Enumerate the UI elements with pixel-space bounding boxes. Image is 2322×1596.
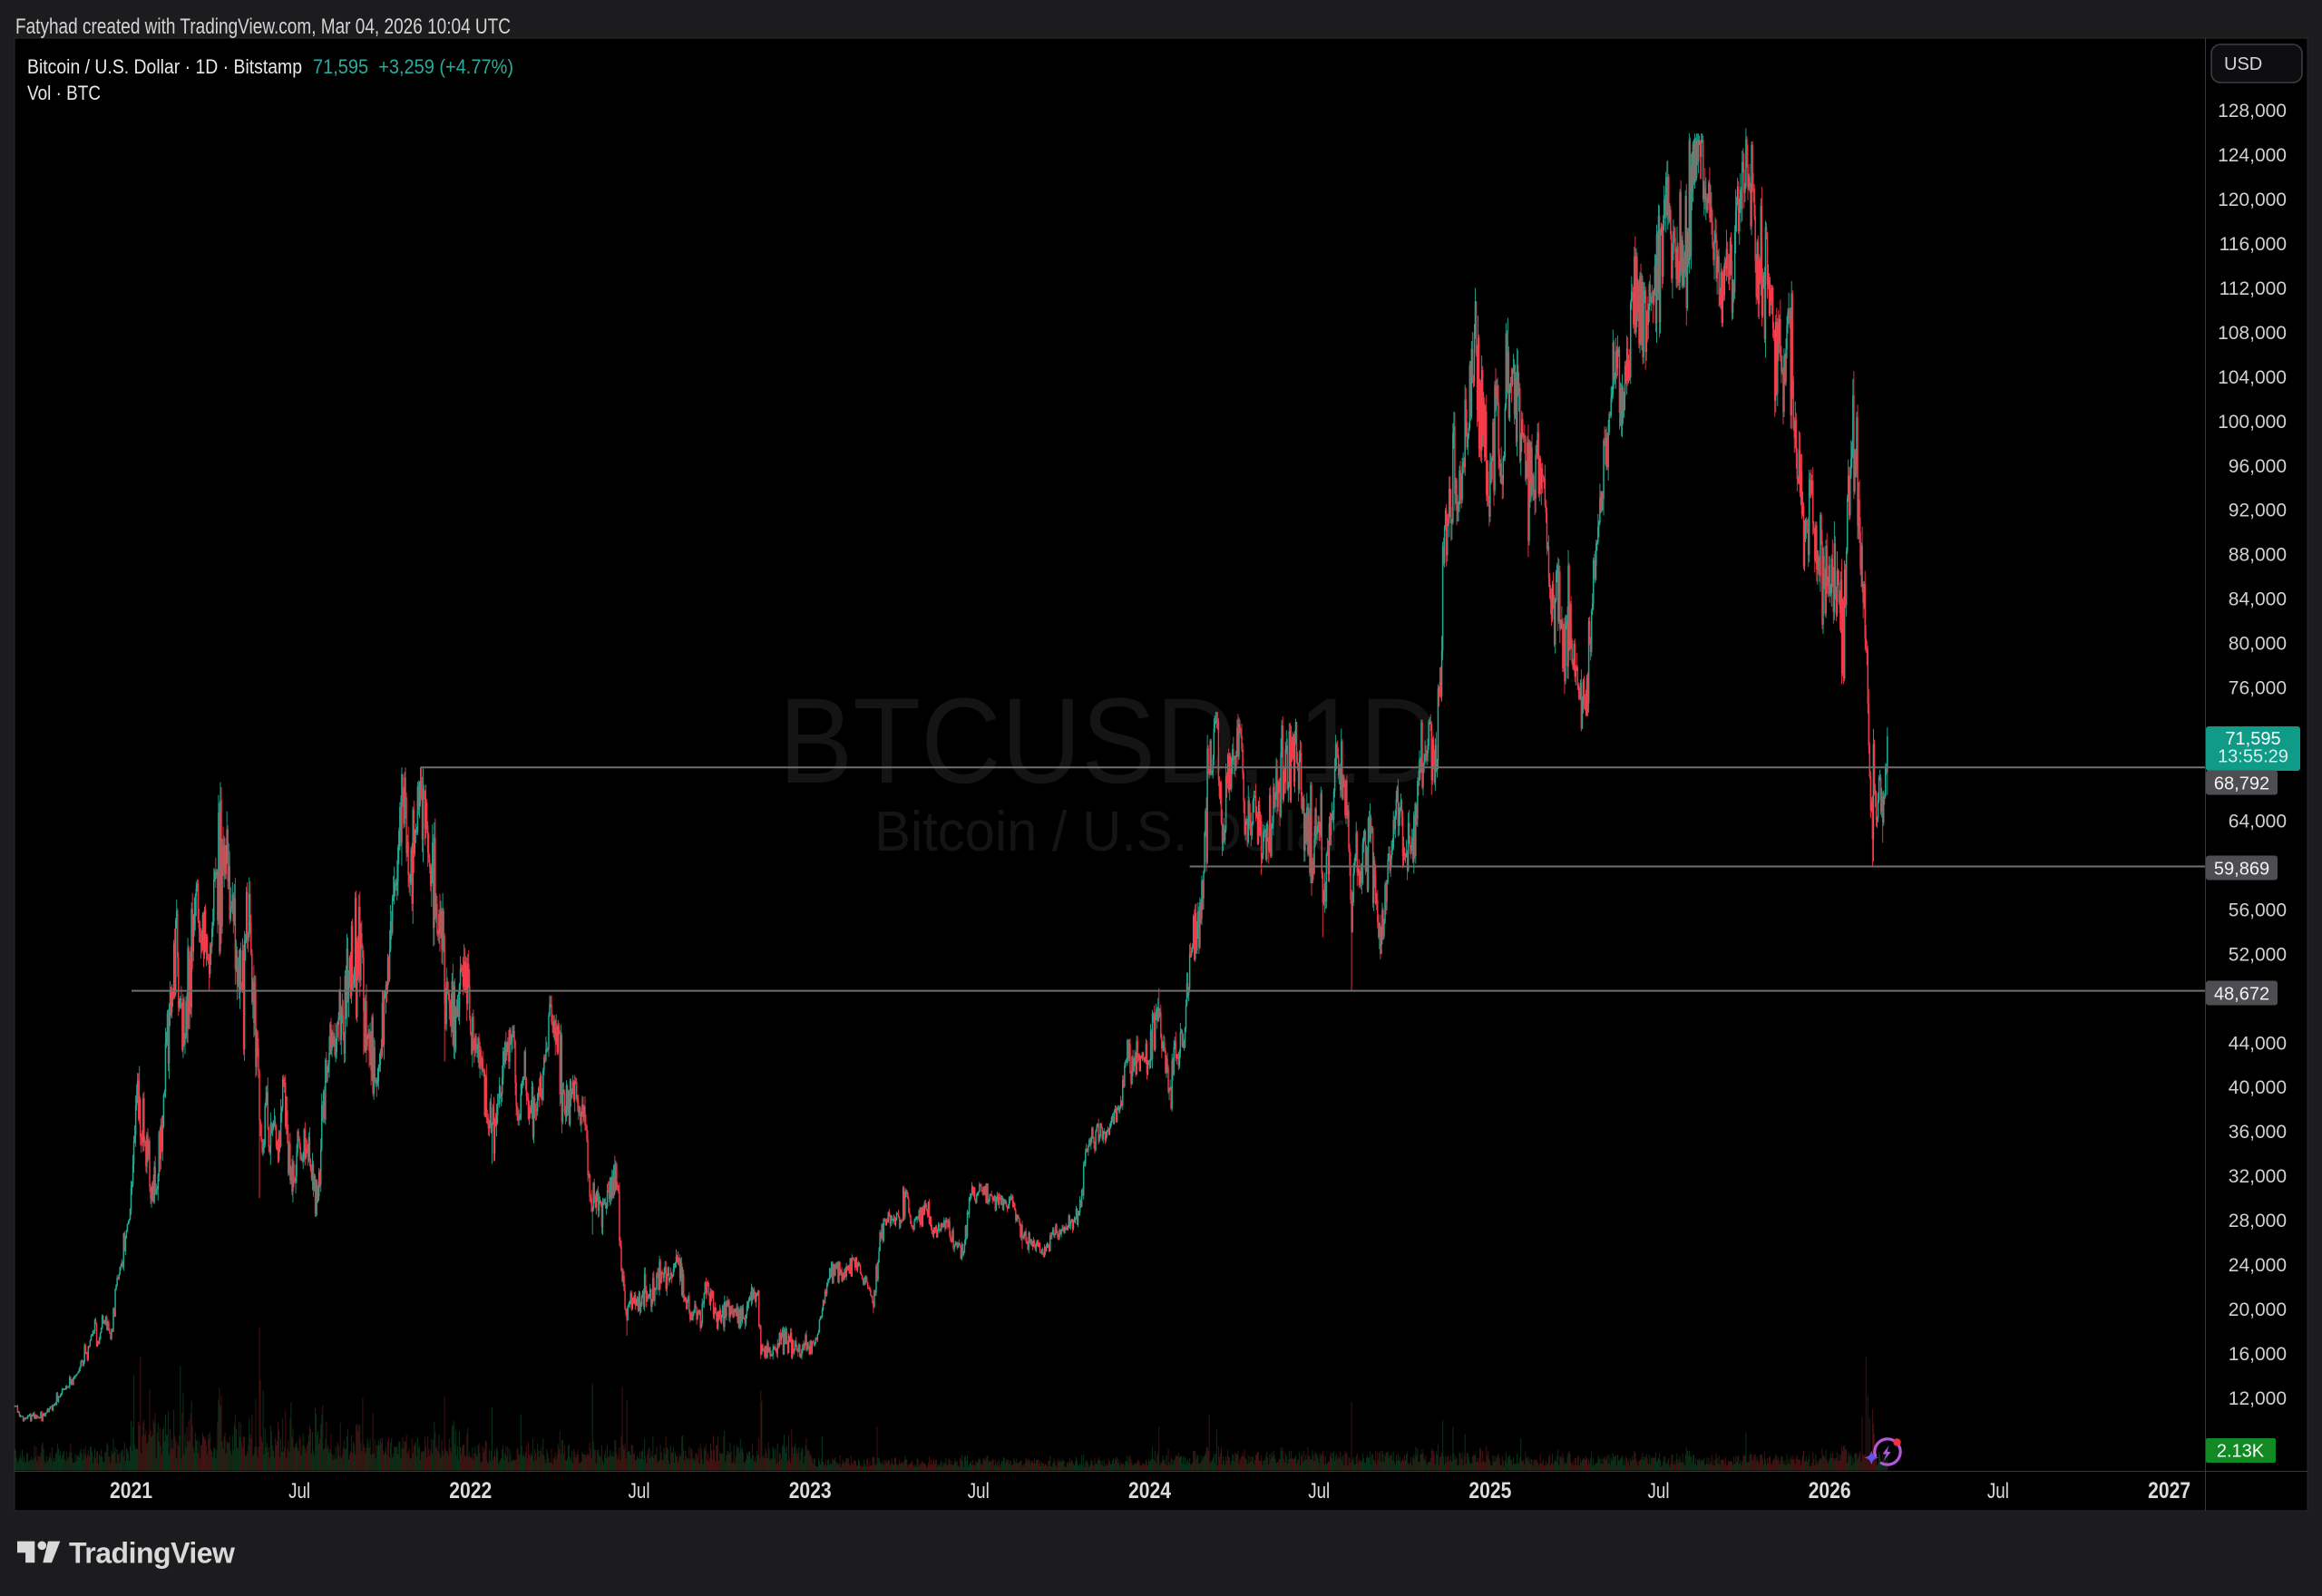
svg-text:Jul: Jul	[1987, 1479, 2009, 1504]
svg-text:116,000: 116,000	[2220, 234, 2287, 255]
svg-text:2021: 2021	[110, 1478, 152, 1504]
svg-text:Jul: Jul	[1308, 1479, 1330, 1504]
svg-text:112,000: 112,000	[2220, 278, 2287, 299]
svg-text:Jul: Jul	[968, 1479, 990, 1504]
svg-text:44,000: 44,000	[2229, 1033, 2287, 1054]
svg-text:56,000: 56,000	[2229, 900, 2287, 920]
svg-text:16,000: 16,000	[2229, 1344, 2287, 1365]
svg-text:Vol · BTC: Vol · BTC	[27, 82, 101, 104]
svg-text:96,000: 96,000	[2229, 456, 2287, 477]
svg-text:USD: USD	[2224, 54, 2262, 74]
svg-text:59,869: 59,869	[2214, 859, 2269, 879]
svg-text:120,000: 120,000	[2218, 190, 2287, 210]
svg-text:TradingView: TradingView	[69, 1537, 235, 1570]
svg-text:36,000: 36,000	[2229, 1122, 2287, 1143]
svg-text:Jul: Jul	[1648, 1479, 1670, 1504]
svg-text:28,000: 28,000	[2229, 1211, 2287, 1231]
svg-text:32,000: 32,000	[2229, 1166, 2287, 1187]
svg-text:20,000: 20,000	[2229, 1299, 2287, 1320]
svg-text:2.13K: 2.13K	[2217, 1442, 2265, 1462]
svg-text:71,595 +3,259 (+4.77%): 71,595 +3,259 (+4.77%)	[313, 55, 513, 78]
svg-text:BTCUSD, 1D: BTCUSD, 1D	[779, 674, 1440, 809]
svg-text:24,000: 24,000	[2229, 1255, 2287, 1276]
svg-text:2024: 2024	[1128, 1478, 1171, 1504]
svg-text:128,000: 128,000	[2218, 101, 2287, 122]
svg-text:12,000: 12,000	[2229, 1388, 2287, 1409]
svg-text:100,000: 100,000	[2218, 412, 2287, 433]
svg-text:71,595: 71,595	[2225, 729, 2280, 749]
svg-text:76,000: 76,000	[2229, 678, 2287, 699]
svg-text:2023: 2023	[789, 1478, 832, 1504]
svg-text:124,000: 124,000	[2218, 145, 2287, 166]
svg-text:2022: 2022	[449, 1478, 492, 1504]
svg-text:2027: 2027	[2148, 1478, 2190, 1504]
svg-text:2026: 2026	[1809, 1478, 1851, 1504]
svg-text:64,000: 64,000	[2229, 812, 2287, 832]
svg-text:Jul: Jul	[288, 1479, 310, 1504]
svg-text:108,000: 108,000	[2218, 323, 2287, 344]
svg-text:40,000: 40,000	[2229, 1077, 2287, 1098]
svg-text:48,672: 48,672	[2214, 984, 2269, 1004]
svg-text:68,792: 68,792	[2214, 774, 2269, 793]
svg-text:Bitcoin / U.S. Dollar · 1D · B: Bitcoin / U.S. Dollar · 1D · Bitstamp	[27, 55, 302, 78]
svg-text:104,000: 104,000	[2218, 367, 2287, 388]
svg-text:52,000: 52,000	[2229, 944, 2287, 965]
svg-text:2025: 2025	[1468, 1478, 1511, 1504]
svg-text:13:55:29: 13:55:29	[2218, 747, 2288, 767]
svg-text:88,000: 88,000	[2229, 545, 2287, 566]
svg-text:92,000: 92,000	[2229, 501, 2287, 521]
svg-text:80,000: 80,000	[2229, 634, 2287, 655]
svg-text:84,000: 84,000	[2229, 589, 2287, 610]
svg-text:Fatyhad created with TradingVi: Fatyhad created with TradingView.com, Ma…	[15, 15, 511, 39]
svg-text:Jul: Jul	[629, 1479, 650, 1504]
